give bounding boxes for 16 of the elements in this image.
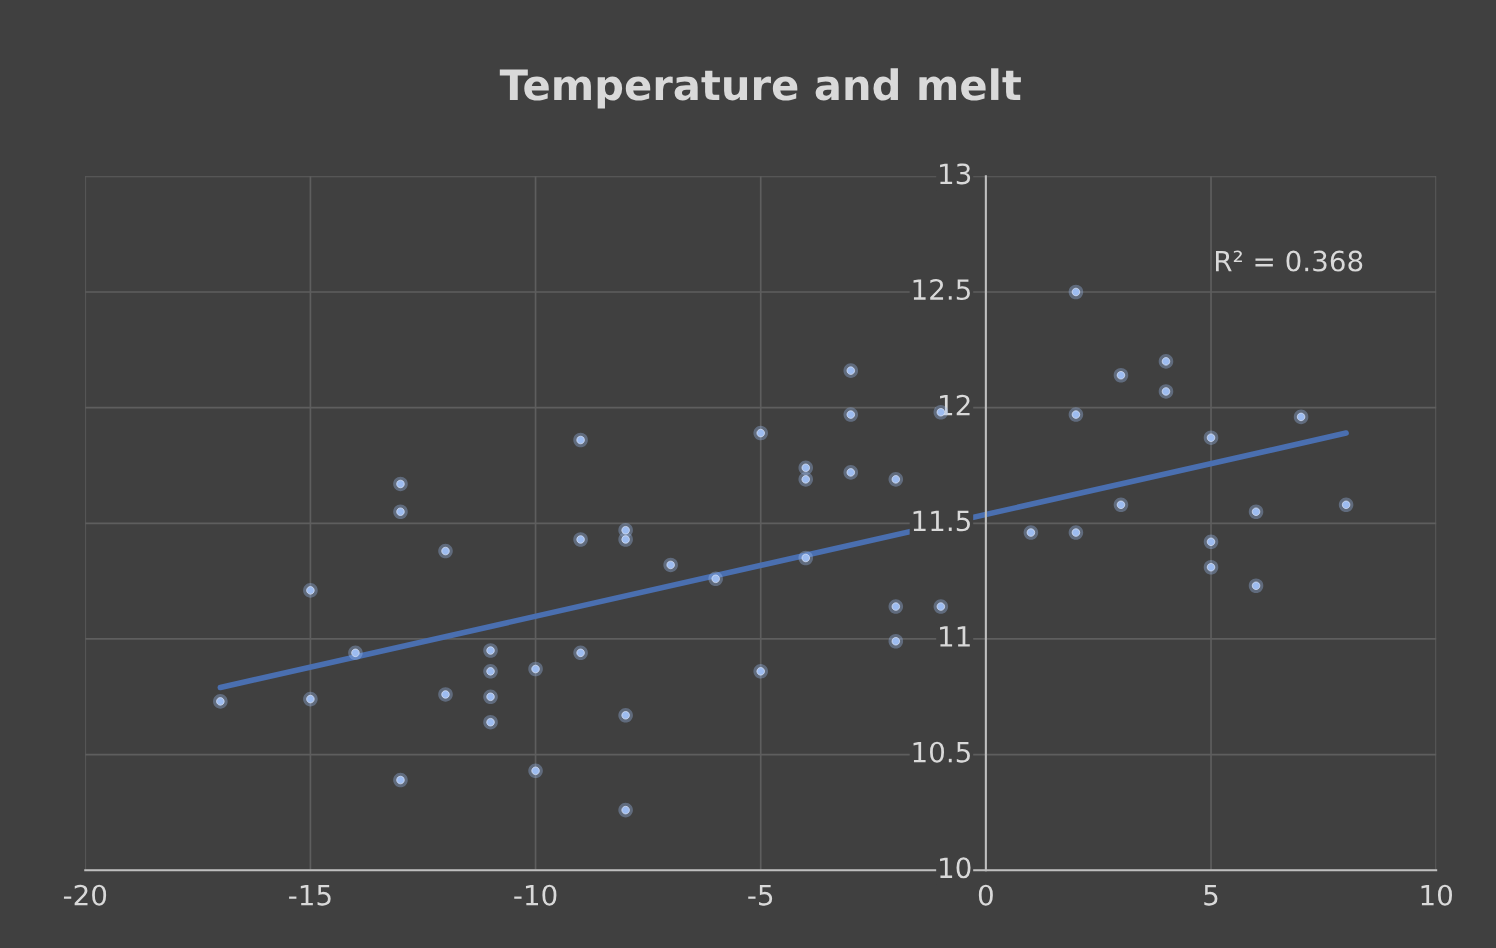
x-tick-label: -10 bbox=[514, 884, 557, 906]
chart-title: Temperature and melt bbox=[499, 68, 1021, 109]
x-tick-label: 5 bbox=[1204, 885, 1218, 906]
y-tick-label: 13 bbox=[940, 163, 971, 185]
x-tick-label: 10 bbox=[1421, 884, 1452, 906]
x-tick-label: 0 bbox=[978, 884, 993, 906]
annotation: R² = 0.368 bbox=[1215, 250, 1363, 272]
x-tick-label: -5 bbox=[748, 885, 773, 906]
y-tick-label: 12.5 bbox=[913, 279, 970, 301]
y-tick-label: 11.5 bbox=[913, 510, 970, 532]
y-tick-label: 10.5 bbox=[913, 741, 970, 763]
y-tick-label: 12 bbox=[940, 394, 970, 416]
y-tick-label: 10 bbox=[940, 857, 971, 879]
x-tick-label: -20 bbox=[63, 884, 107, 906]
x-tick-label: -15 bbox=[289, 885, 331, 906]
y-tick-label: 11 bbox=[940, 626, 970, 647]
